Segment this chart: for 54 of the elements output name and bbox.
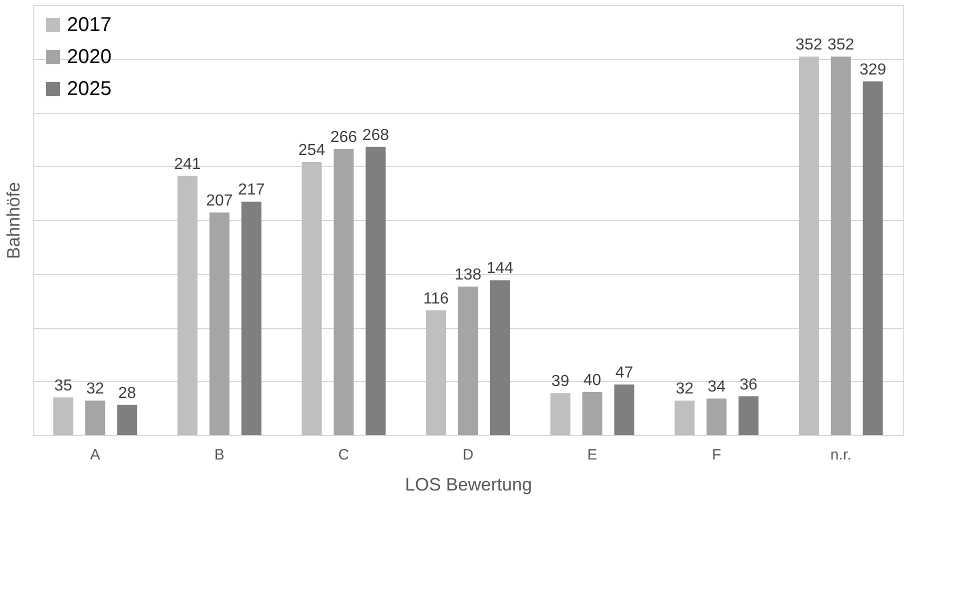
- data-label: 138: [454, 266, 482, 284]
- x-tick-label: D: [462, 446, 474, 464]
- x-tick-label: F: [712, 446, 722, 464]
- data-label: 40: [583, 372, 602, 389]
- data-label: 32: [676, 380, 694, 398]
- data-label: 32: [86, 380, 104, 398]
- bar: [550, 393, 570, 435]
- x-tick-label: C: [338, 446, 350, 464]
- y-axis-title: Bahnhöfe: [4, 182, 24, 260]
- x-tick-label: B: [214, 446, 224, 464]
- bar: [209, 212, 230, 435]
- bar: [366, 146, 386, 435]
- x-tick-label: n.r.: [830, 446, 852, 464]
- bar: [458, 286, 478, 435]
- bar: [798, 56, 819, 435]
- x-tick-label: E: [587, 446, 598, 464]
- data-label: 254: [298, 142, 326, 159]
- data-label: 36: [740, 376, 758, 394]
- legend-label: 2020: [67, 46, 112, 68]
- bar: [177, 176, 198, 435]
- data-label: 217: [238, 182, 265, 199]
- data-label: 34: [708, 378, 726, 396]
- data-label: 266: [330, 129, 358, 146]
- data-label: 207: [206, 192, 233, 210]
- bar: [614, 384, 634, 435]
- bar: [117, 404, 138, 435]
- bar: [241, 202, 262, 435]
- data-label: 35: [54, 377, 72, 394]
- bar: [53, 397, 74, 435]
- data-label: 268: [362, 126, 390, 144]
- bar: [426, 310, 446, 435]
- bar: [490, 280, 510, 435]
- data-label: 28: [118, 384, 136, 402]
- bar: [302, 162, 322, 435]
- data-label: 352: [796, 36, 822, 54]
- data-label: 241: [174, 156, 201, 173]
- bar: [862, 81, 883, 435]
- bar: [738, 396, 759, 435]
- bar: [85, 400, 106, 435]
- bar: [674, 400, 695, 435]
- data-label: 39: [551, 373, 570, 390]
- bar: [582, 392, 602, 435]
- bar: [830, 56, 851, 435]
- data-label: 47: [615, 364, 634, 382]
- data-label: 116: [423, 290, 449, 308]
- bar: [334, 149, 354, 435]
- bar: [706, 398, 727, 435]
- x-tick-label: A: [90, 446, 100, 464]
- data-label: 144: [486, 260, 514, 278]
- data-label: 329: [859, 61, 886, 78]
- data-label: 352: [828, 36, 854, 54]
- legend-label: 2017: [67, 14, 112, 36]
- x-axis-title: LOS Bewertung: [404, 474, 532, 494]
- legend-label: 2025: [67, 78, 112, 100]
